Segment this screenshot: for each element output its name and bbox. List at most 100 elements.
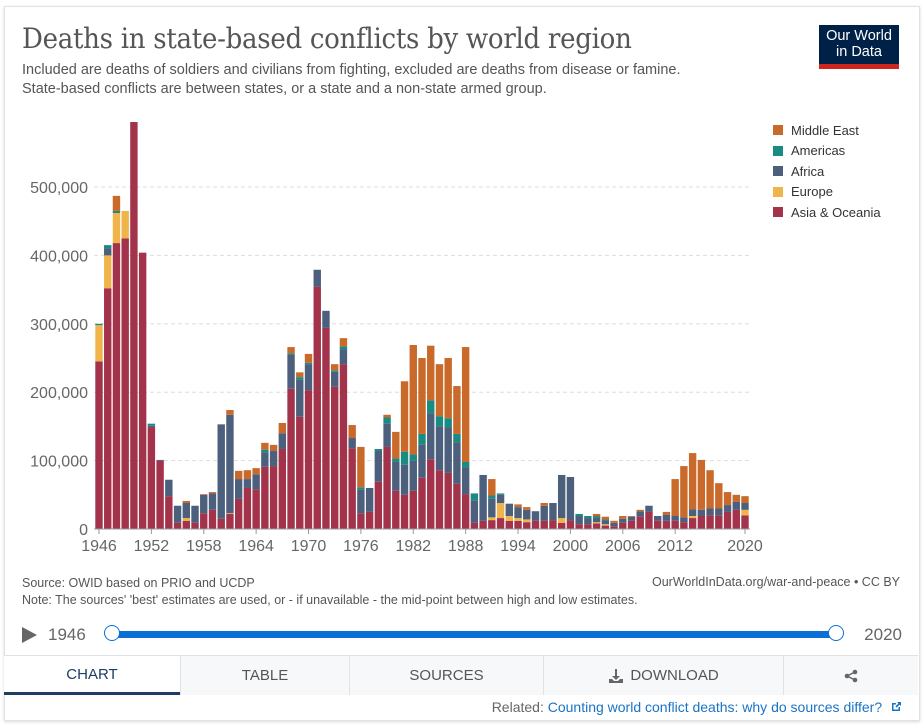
bar-segment[interactable] (147, 425, 156, 428)
bar-segment[interactable] (252, 489, 260, 529)
bar-segment[interactable] (252, 468, 260, 475)
bar-segment[interactable] (671, 516, 679, 521)
bar-segment[interactable] (418, 358, 426, 434)
bar-segment[interactable] (234, 498, 243, 529)
bar-segment[interactable] (601, 525, 610, 529)
bar-segment[interactable] (392, 431, 400, 459)
bar-segment[interactable] (444, 472, 452, 529)
bar-segment[interactable] (627, 516, 636, 517)
bar-segment[interactable] (287, 388, 295, 529)
bar-segment[interactable] (470, 493, 479, 501)
legend-item[interactable]: Africa (773, 161, 881, 182)
bar-segment[interactable] (313, 286, 321, 529)
bar-segment[interactable] (304, 353, 313, 363)
bar-segment[interactable] (514, 518, 522, 521)
bar-segment[interactable] (592, 513, 601, 517)
bar-segment[interactable] (488, 479, 496, 496)
bar-segment[interactable] (357, 513, 365, 529)
bar-segment[interactable] (662, 514, 671, 521)
bar-segment[interactable] (348, 438, 356, 449)
bar-segment[interactable] (514, 507, 522, 519)
bar-segment[interactable] (461, 494, 470, 529)
related-article-link[interactable]: Counting world conflict deaths: why do s… (547, 699, 883, 715)
bar-segment[interactable] (505, 503, 513, 517)
bar-segment[interactable] (697, 509, 706, 517)
bar-segment[interactable] (296, 377, 304, 380)
credit-link[interactable]: OurWorldInData.org/war-and-peace • CC BY (652, 575, 900, 589)
bar-segment[interactable] (549, 503, 557, 521)
bar-segment[interactable] (191, 505, 199, 523)
bar-segment[interactable] (488, 517, 496, 521)
bar-segment[interactable] (557, 474, 566, 519)
bar-segment[interactable] (296, 416, 304, 529)
bar-segment[interactable] (680, 517, 688, 523)
bar-segment[interactable] (688, 509, 697, 517)
legend-item[interactable]: Middle East (773, 120, 881, 141)
bar-segment[interactable] (374, 481, 383, 529)
bar-segment[interactable] (226, 409, 234, 415)
bar-segment[interactable] (278, 433, 287, 449)
bar-segment[interactable] (200, 513, 208, 529)
bar-segment[interactable] (523, 507, 531, 510)
bar-segment[interactable] (243, 487, 252, 529)
bar-segment[interactable] (409, 490, 417, 529)
bar-segment[interactable] (217, 424, 225, 519)
bar-segment[interactable] (645, 505, 653, 512)
bar-segment[interactable] (697, 516, 706, 529)
bar-segment[interactable] (627, 516, 636, 521)
bar-segment[interactable] (383, 446, 391, 529)
bar-segment[interactable] (435, 426, 444, 471)
bar-segment[interactable] (688, 518, 697, 529)
bar-segment[interactable] (741, 509, 749, 516)
bar-segment[interactable] (610, 526, 618, 529)
bar-segment[interactable] (601, 524, 610, 526)
bar-segment[interactable] (400, 381, 409, 452)
bar-segment[interactable] (435, 416, 444, 427)
bar-segment[interactable] (654, 516, 662, 521)
bar-segment[interactable] (592, 516, 601, 518)
bar-segment[interactable] (557, 518, 566, 523)
timeline-track[interactable] (112, 631, 837, 638)
bar-segment[interactable] (636, 511, 644, 517)
bar-segment[interactable] (243, 470, 252, 480)
bar-segment[interactable] (636, 516, 644, 529)
bar-segment[interactable] (147, 423, 156, 426)
tab-table[interactable]: TABLE (180, 656, 349, 695)
bar-segment[interactable] (400, 494, 409, 529)
bar-segment[interactable] (208, 492, 217, 494)
bar-segment[interactable] (339, 364, 348, 529)
bar-segment[interactable] (732, 494, 740, 502)
bar-segment[interactable] (627, 520, 636, 529)
external-link-icon[interactable] (891, 701, 902, 712)
bar-segment[interactable] (130, 122, 138, 530)
bar-segment[interactable] (313, 269, 321, 287)
bar-segment[interactable] (427, 459, 435, 529)
bar-segment[interactable] (287, 354, 295, 389)
bar-segment[interactable] (488, 498, 496, 518)
bar-segment[interactable] (226, 513, 234, 529)
bar-segment[interactable] (461, 467, 470, 495)
bar-segment[interactable] (715, 483, 723, 509)
bar-segment[interactable] (95, 323, 103, 326)
bar-segment[interactable] (261, 442, 269, 450)
bar-segment[interactable] (156, 459, 164, 461)
bar-segment[interactable] (453, 386, 461, 434)
bar-segment[interactable] (662, 520, 671, 529)
bar-segment[interactable] (592, 517, 601, 523)
bar-segment[interactable] (112, 243, 121, 529)
bar-segment[interactable] (331, 386, 339, 529)
bar-segment[interactable] (453, 483, 461, 529)
bar-segment[interactable] (165, 496, 173, 529)
bar-segment[interactable] (191, 522, 199, 529)
bar-segment[interactable] (723, 492, 732, 506)
bar-segment[interactable] (575, 513, 583, 517)
bar-segment[interactable] (435, 364, 444, 417)
bar-segment[interactable] (95, 325, 103, 362)
tab-sources[interactable]: SOURCES (349, 656, 543, 695)
legend-item[interactable]: Europe (773, 182, 881, 203)
bar-segment[interactable] (610, 522, 618, 527)
bar-segment[interactable] (226, 513, 234, 514)
bar-segment[interactable] (182, 500, 190, 504)
bar-segment[interactable] (453, 442, 461, 484)
bar-segment[interactable] (444, 427, 452, 473)
